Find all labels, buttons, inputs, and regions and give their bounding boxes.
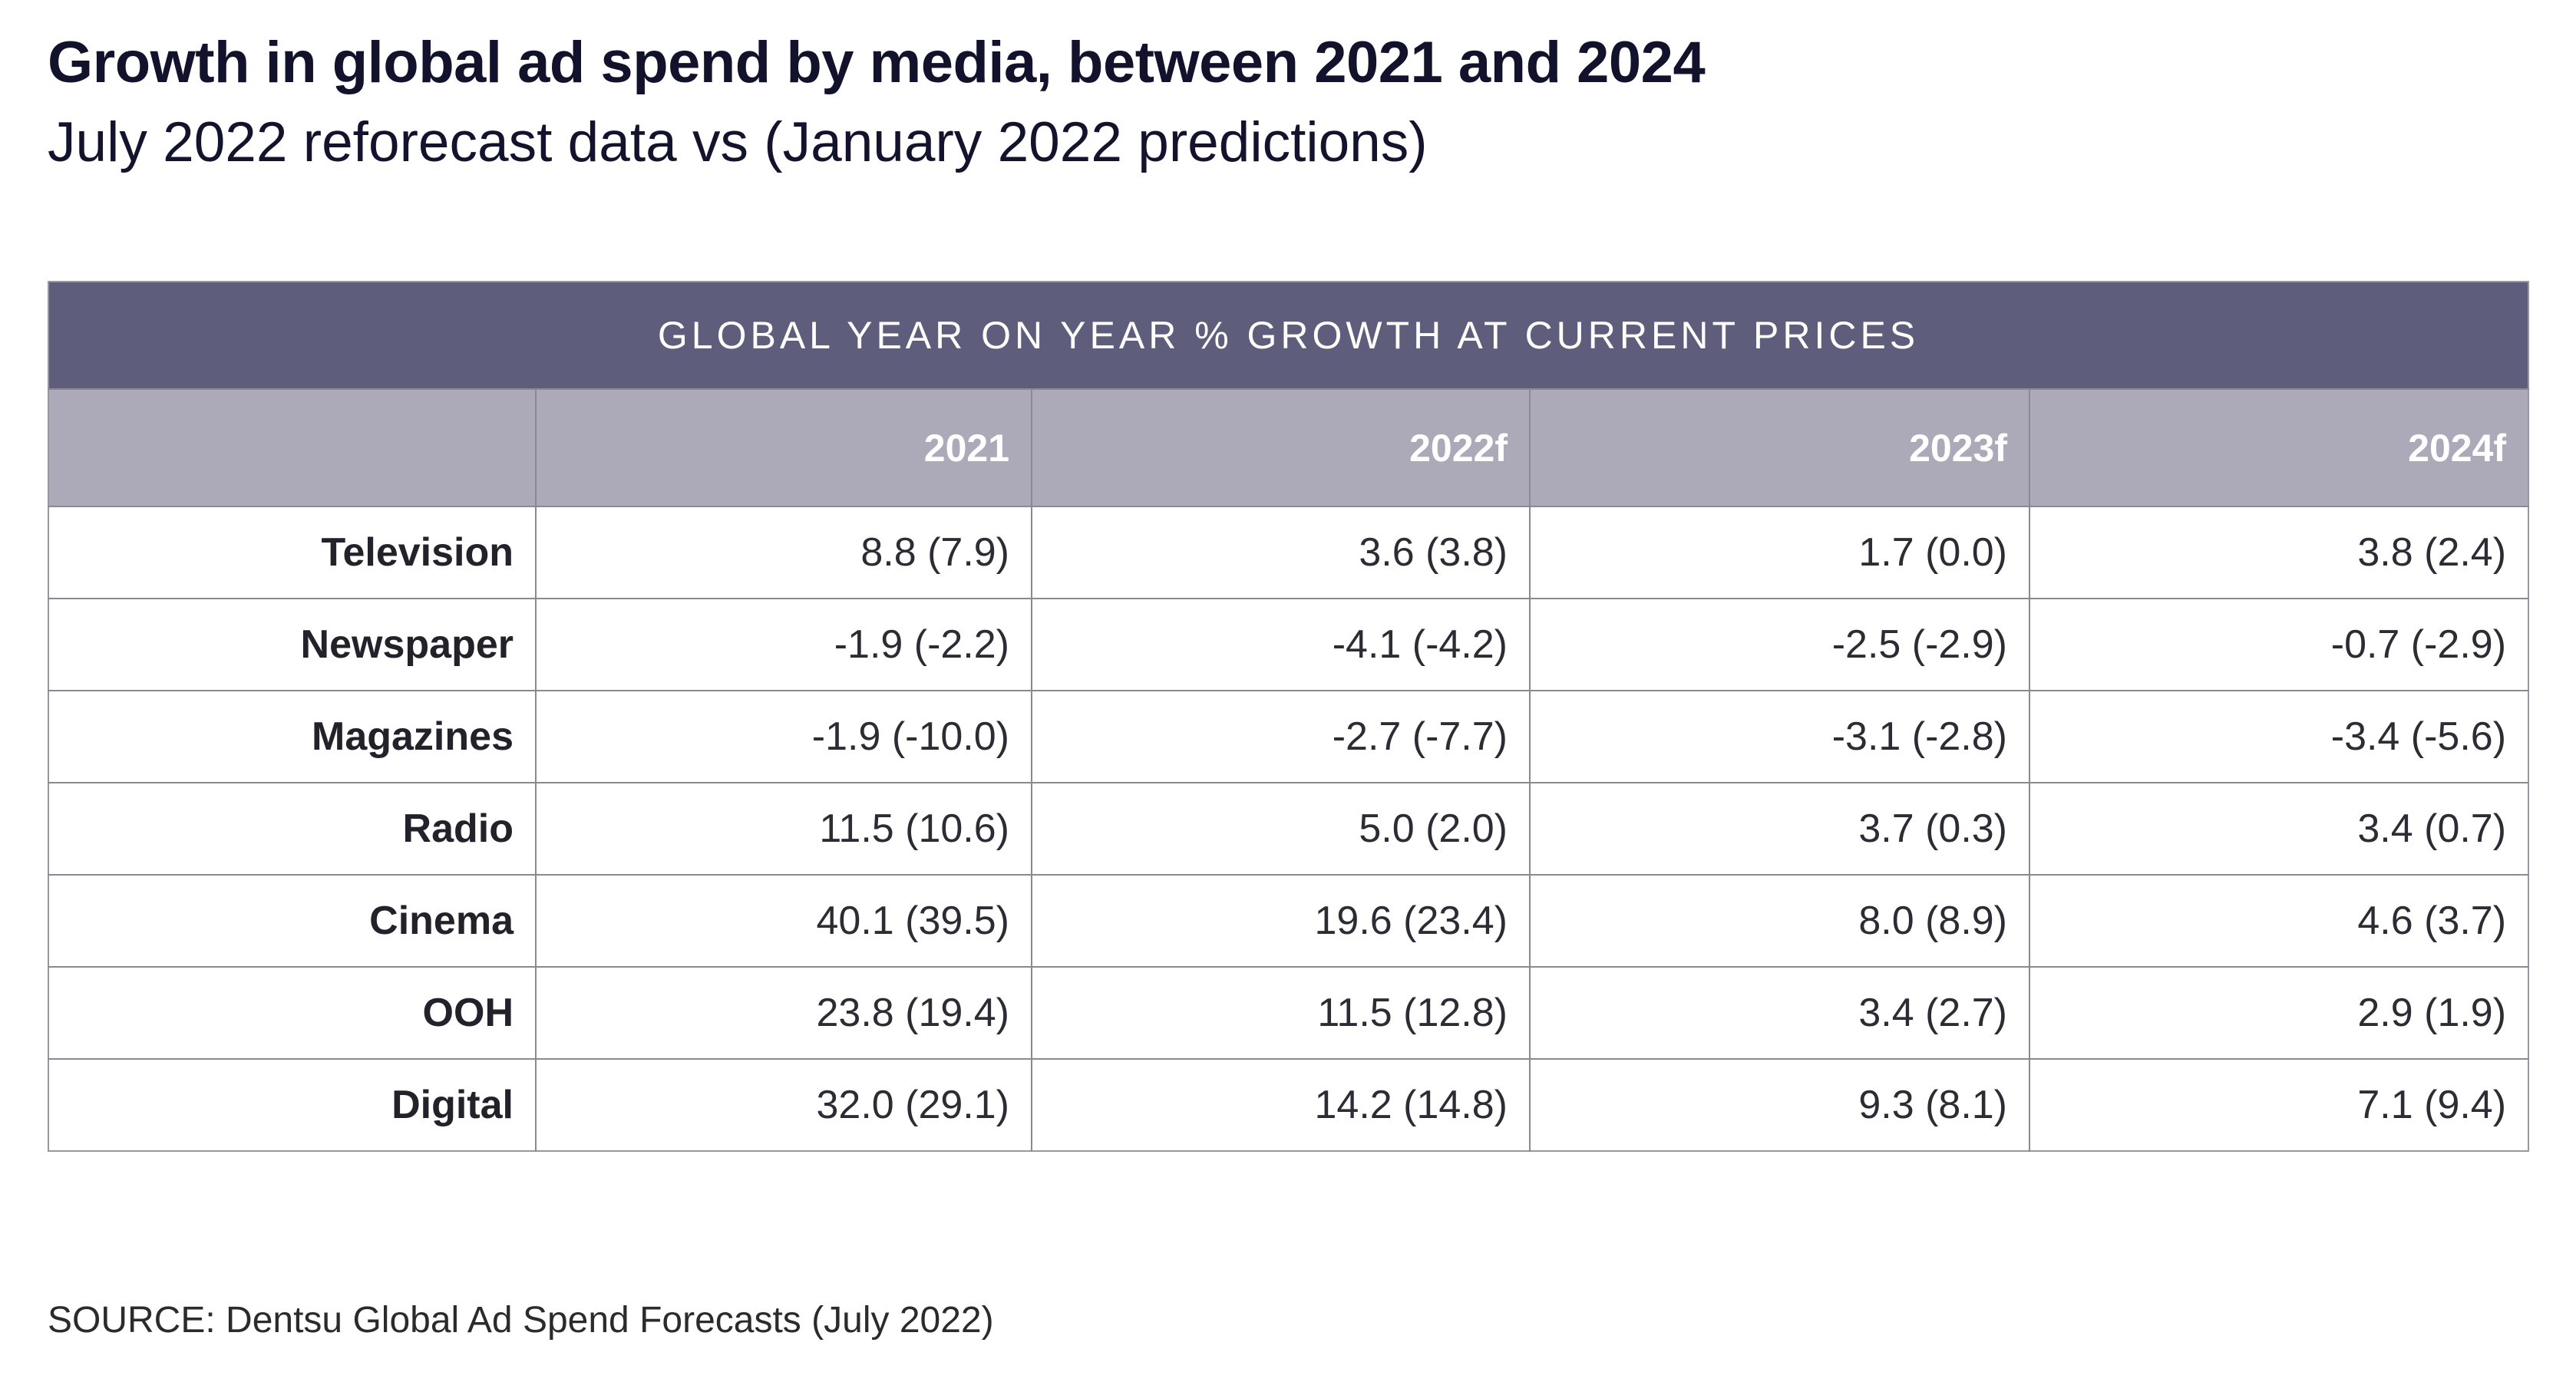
value-cell: 9.3 (8.1): [1529, 1058, 2029, 1152]
value-cell: 7.1 (9.4): [2028, 1058, 2529, 1152]
year-header-cell-2023f: 2023f: [1529, 388, 2029, 507]
value-cell: 3.4 (2.7): [1529, 966, 2029, 1060]
page-title: Growth in global ad spend by media, betw…: [48, 30, 1706, 95]
value-cell: 11.5 (10.6): [535, 782, 1032, 876]
year-header-cell-2024f: 2024f: [2028, 388, 2529, 507]
row-label-cell: Digital: [48, 1058, 536, 1152]
row-label-cell: Television: [48, 506, 536, 599]
year-header-cell-2022f: 2022f: [1031, 388, 1530, 507]
table-row-newspaper: Newspaper -1.9 (-2.2) -4.1 (-4.2) -2.5 (…: [48, 598, 2529, 691]
value-cell: 23.8 (19.4): [535, 966, 1032, 1060]
ad-spend-table: GLOBAL YEAR ON YEAR % GROWTH AT CURRENT …: [48, 281, 2530, 1153]
row-label-cell: Cinema: [48, 874, 536, 968]
table-title-band: GLOBAL YEAR ON YEAR % GROWTH AT CURRENT …: [48, 282, 2529, 390]
table-row-digital: Digital 32.0 (29.1) 14.2 (14.8) 9.3 (8.1…: [48, 1058, 2529, 1152]
row-label-cell: Newspaper: [48, 598, 536, 691]
value-cell: 14.2 (14.8): [1031, 1058, 1530, 1152]
value-cell: -2.7 (-7.7): [1031, 690, 1530, 783]
value-cell: -0.7 (-2.9): [2028, 598, 2529, 691]
value-cell: 11.5 (12.8): [1031, 966, 1530, 1060]
value-cell: 4.6 (3.7): [2028, 874, 2529, 968]
row-label-cell: OOH: [48, 966, 536, 1060]
value-cell: 8.8 (7.9): [535, 506, 1032, 599]
value-cell: 3.6 (3.8): [1031, 506, 1530, 599]
row-label-cell: Magazines: [48, 690, 536, 783]
table-row-radio: Radio 11.5 (10.6) 5.0 (2.0) 3.7 (0.3) 3.…: [48, 782, 2529, 876]
value-cell: 2.9 (1.9): [2028, 966, 2529, 1060]
value-cell: 32.0 (29.1): [535, 1058, 1032, 1152]
table-row-magazines: Magazines -1.9 (-10.0) -2.7 (-7.7) -3.1 …: [48, 690, 2529, 783]
value-cell: -1.9 (-10.0): [535, 690, 1032, 783]
value-cell: -2.5 (-2.9): [1529, 598, 2029, 691]
value-cell: 3.8 (2.4): [2028, 506, 2529, 599]
table-row-television: Television 8.8 (7.9) 3.6 (3.8) 1.7 (0.0)…: [48, 506, 2529, 599]
value-cell: -4.1 (-4.2): [1031, 598, 1530, 691]
value-cell: 8.0 (8.9): [1529, 874, 2029, 968]
value-cell: -1.9 (-2.2): [535, 598, 1032, 691]
corner-cell: [48, 388, 536, 507]
table-title-band-row: GLOBAL YEAR ON YEAR % GROWTH AT CURRENT …: [48, 282, 2529, 390]
value-cell: 19.6 (23.4): [1031, 874, 1530, 968]
value-cell: -3.4 (-5.6): [2028, 690, 2529, 783]
page-subtitle: July 2022 reforecast data vs (January 20…: [48, 110, 1428, 173]
value-cell: 5.0 (2.0): [1031, 782, 1530, 876]
year-header-row: 2021 2022f 2023f 2024f: [48, 388, 2529, 507]
value-cell: 3.7 (0.3): [1529, 782, 2029, 876]
value-cell: 40.1 (39.5): [535, 874, 1032, 968]
value-cell: 3.4 (0.7): [2028, 782, 2529, 876]
value-cell: 1.7 (0.0): [1529, 506, 2029, 599]
value-cell: -3.1 (-2.8): [1529, 690, 2029, 783]
table-row-cinema: Cinema 40.1 (39.5) 19.6 (23.4) 8.0 (8.9)…: [48, 874, 2529, 968]
row-label-cell: Radio: [48, 782, 536, 876]
table-row-ooh: OOH 23.8 (19.4) 11.5 (12.8) 3.4 (2.7) 2.…: [48, 966, 2529, 1060]
source-note: SOURCE: Dentsu Global Ad Spend Forecasts…: [48, 1300, 994, 1341]
year-header-cell-2021: 2021: [535, 388, 1032, 507]
